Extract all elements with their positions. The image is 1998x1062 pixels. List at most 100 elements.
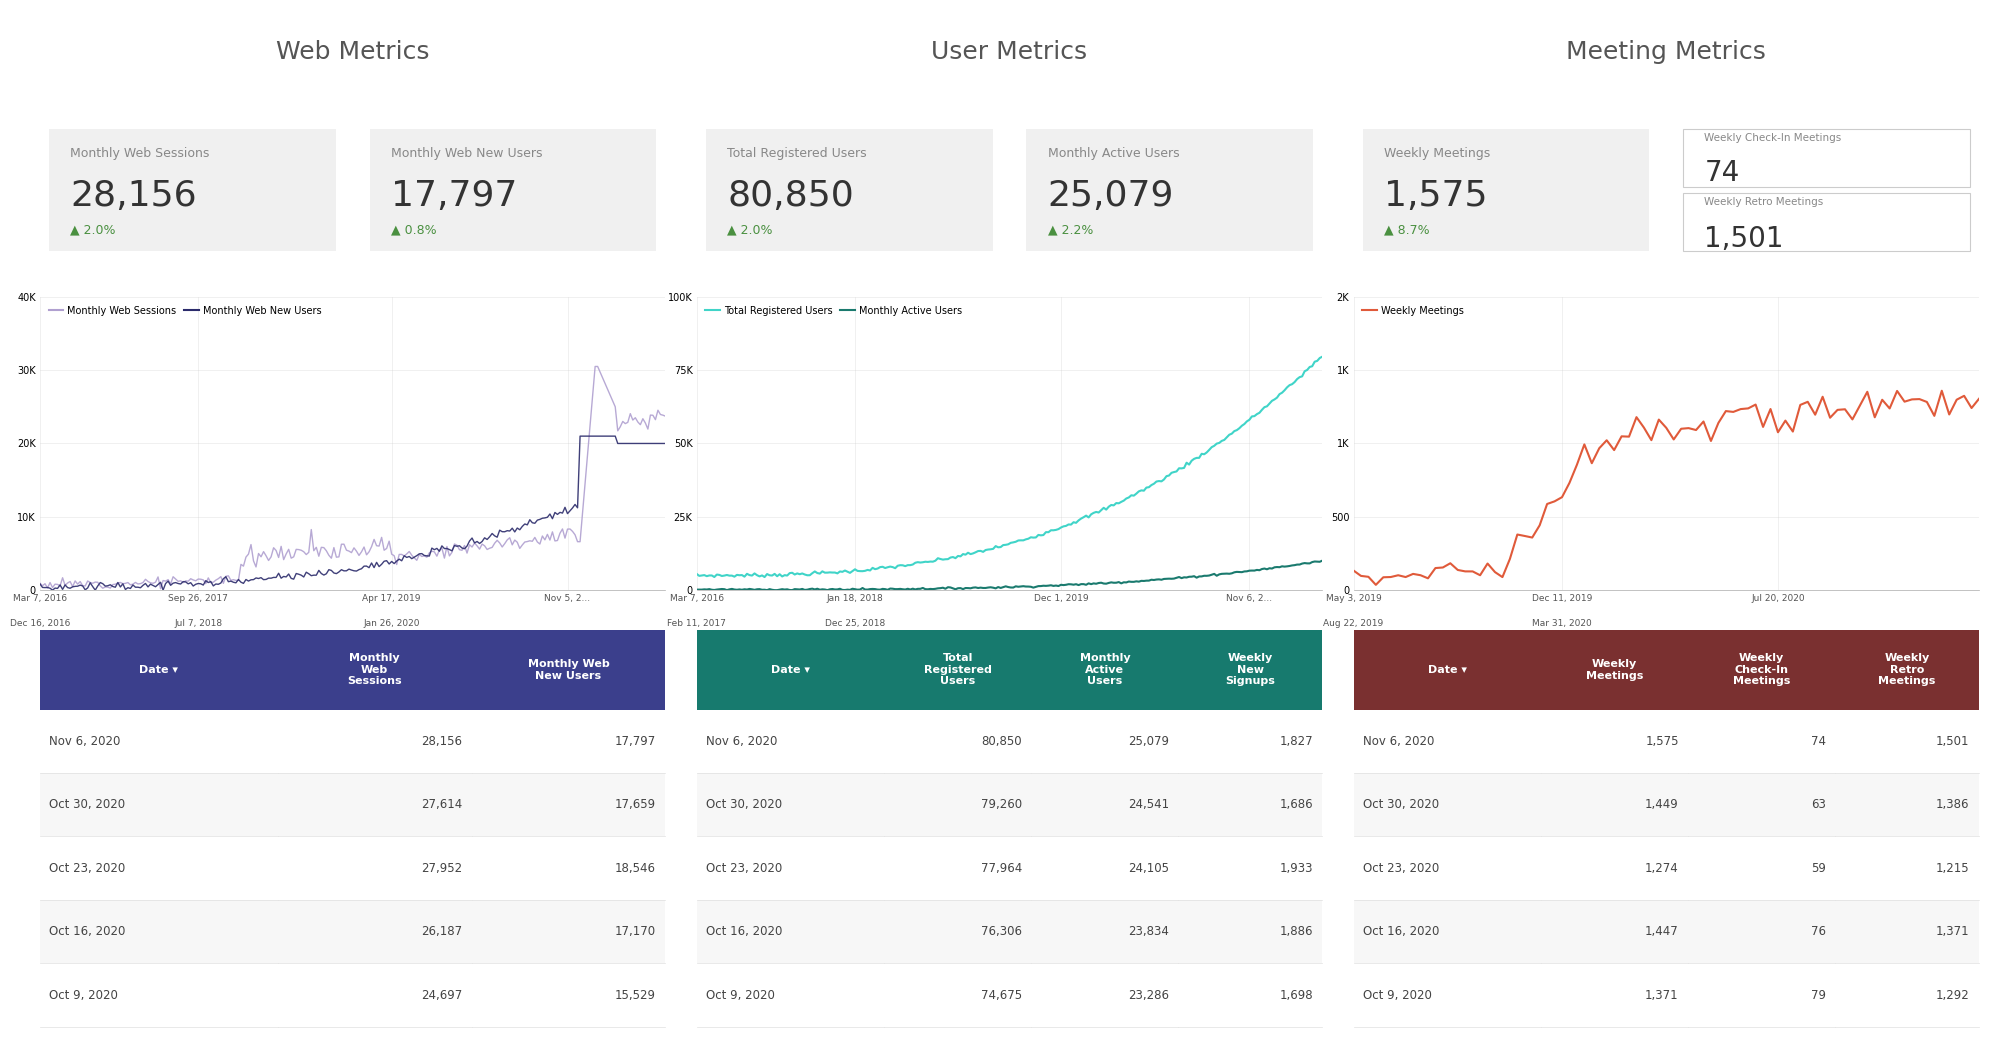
Text: Weekly Check-In Meetings: Weekly Check-In Meetings: [1704, 133, 1840, 142]
Bar: [1686, 837, 1834, 900]
Bar: [697, 630, 883, 709]
Text: 1,501: 1,501: [1704, 225, 1782, 253]
Bar: [1834, 963, 1978, 1027]
Text: 17,659: 17,659: [615, 799, 655, 811]
Bar: [1686, 900, 1834, 963]
FancyBboxPatch shape: [1682, 193, 1968, 252]
Bar: [1834, 837, 1978, 900]
Text: 17,797: 17,797: [392, 179, 517, 213]
Bar: [697, 773, 883, 837]
Bar: [1177, 773, 1321, 837]
Text: Nov 6, 2020: Nov 6, 2020: [1363, 735, 1433, 748]
Bar: [278, 773, 472, 837]
Bar: [1834, 900, 1978, 963]
Text: 24,541: 24,541: [1127, 799, 1169, 811]
Text: 80,850: 80,850: [981, 735, 1021, 748]
Bar: [1540, 837, 1686, 900]
Bar: [472, 709, 665, 773]
Text: Total Registered Users: Total Registered Users: [727, 148, 867, 160]
Bar: [278, 837, 472, 900]
Bar: [1177, 837, 1321, 900]
Text: Monthly
Active
Users: Monthly Active Users: [1079, 653, 1129, 686]
Text: 74: 74: [1704, 159, 1738, 188]
Bar: [1031, 630, 1177, 709]
Text: Date ▾: Date ▾: [140, 665, 178, 674]
Bar: [40, 837, 278, 900]
Text: 79,260: 79,260: [981, 799, 1021, 811]
Bar: [1834, 773, 1978, 837]
Text: Date ▾: Date ▾: [1427, 665, 1467, 674]
Bar: [278, 709, 472, 773]
Text: 1,292: 1,292: [1934, 989, 1968, 1001]
Bar: [1686, 709, 1834, 773]
Text: 80,850: 80,850: [727, 179, 853, 213]
Text: 1,575: 1,575: [1383, 179, 1487, 213]
Bar: [1177, 963, 1321, 1027]
Text: ▲ 0.8%: ▲ 0.8%: [392, 224, 436, 237]
Text: 23,834: 23,834: [1127, 925, 1169, 938]
Bar: [1177, 709, 1321, 773]
FancyBboxPatch shape: [705, 129, 993, 252]
Bar: [1686, 630, 1834, 709]
Text: ▲ 2.0%: ▲ 2.0%: [70, 224, 116, 237]
Bar: [278, 630, 472, 709]
Text: Oct 30, 2020: Oct 30, 2020: [705, 799, 781, 811]
Text: Oct 9, 2020: Oct 9, 2020: [50, 989, 118, 1001]
Bar: [1177, 630, 1321, 709]
Text: 17,170: 17,170: [615, 925, 655, 938]
Bar: [1031, 900, 1177, 963]
FancyBboxPatch shape: [1682, 129, 1968, 188]
Text: 27,952: 27,952: [422, 861, 462, 875]
Text: Oct 23, 2020: Oct 23, 2020: [705, 861, 781, 875]
Text: Total
Registered
Users: Total Registered Users: [923, 653, 991, 686]
Text: 76,306: 76,306: [981, 925, 1021, 938]
Text: Oct 16, 2020: Oct 16, 2020: [705, 925, 781, 938]
Bar: [1031, 837, 1177, 900]
Bar: [1540, 773, 1686, 837]
Text: 1,274: 1,274: [1644, 861, 1678, 875]
Text: 17,797: 17,797: [615, 735, 655, 748]
Bar: [1177, 900, 1321, 963]
Text: 59: 59: [1810, 861, 1824, 875]
FancyBboxPatch shape: [370, 129, 655, 252]
Text: 18,546: 18,546: [615, 861, 655, 875]
Bar: [1540, 630, 1686, 709]
Bar: [697, 963, 883, 1027]
Text: 79: 79: [1810, 989, 1824, 1001]
Text: 1,215: 1,215: [1934, 861, 1968, 875]
Bar: [472, 963, 665, 1027]
Legend: Monthly Web Sessions, Monthly Web New Users: Monthly Web Sessions, Monthly Web New Us…: [44, 302, 326, 320]
Bar: [472, 837, 665, 900]
Bar: [883, 837, 1031, 900]
Text: 77,964: 77,964: [981, 861, 1021, 875]
Text: 1,686: 1,686: [1279, 799, 1313, 811]
Text: Weekly Meetings: Weekly Meetings: [1383, 148, 1491, 160]
Bar: [40, 963, 278, 1027]
FancyBboxPatch shape: [1025, 129, 1313, 252]
Bar: [278, 963, 472, 1027]
Bar: [278, 900, 472, 963]
Text: Date ▾: Date ▾: [771, 665, 809, 674]
Text: Oct 30, 2020: Oct 30, 2020: [1363, 799, 1439, 811]
Bar: [1353, 709, 1540, 773]
Text: 27,614: 27,614: [422, 799, 462, 811]
Text: 1,933: 1,933: [1279, 861, 1313, 875]
Text: 1,386: 1,386: [1936, 799, 1968, 811]
Bar: [472, 630, 665, 709]
Text: Mar 31, 2020: Mar 31, 2020: [1530, 619, 1590, 629]
Text: 1,886: 1,886: [1279, 925, 1313, 938]
Legend: Weekly Meetings: Weekly Meetings: [1359, 302, 1467, 320]
Text: 26,187: 26,187: [422, 925, 462, 938]
Bar: [1031, 709, 1177, 773]
Text: User Metrics: User Metrics: [931, 40, 1087, 65]
Text: 1,501: 1,501: [1936, 735, 1968, 748]
Bar: [1353, 837, 1540, 900]
Bar: [1353, 963, 1540, 1027]
Text: Nov 6, 2020: Nov 6, 2020: [50, 735, 120, 748]
Text: Weekly
Check-In
Meetings: Weekly Check-In Meetings: [1732, 653, 1790, 686]
Text: Oct 16, 2020: Oct 16, 2020: [1363, 925, 1439, 938]
Bar: [1540, 963, 1686, 1027]
Bar: [1686, 773, 1834, 837]
Bar: [1031, 963, 1177, 1027]
Bar: [1353, 900, 1540, 963]
